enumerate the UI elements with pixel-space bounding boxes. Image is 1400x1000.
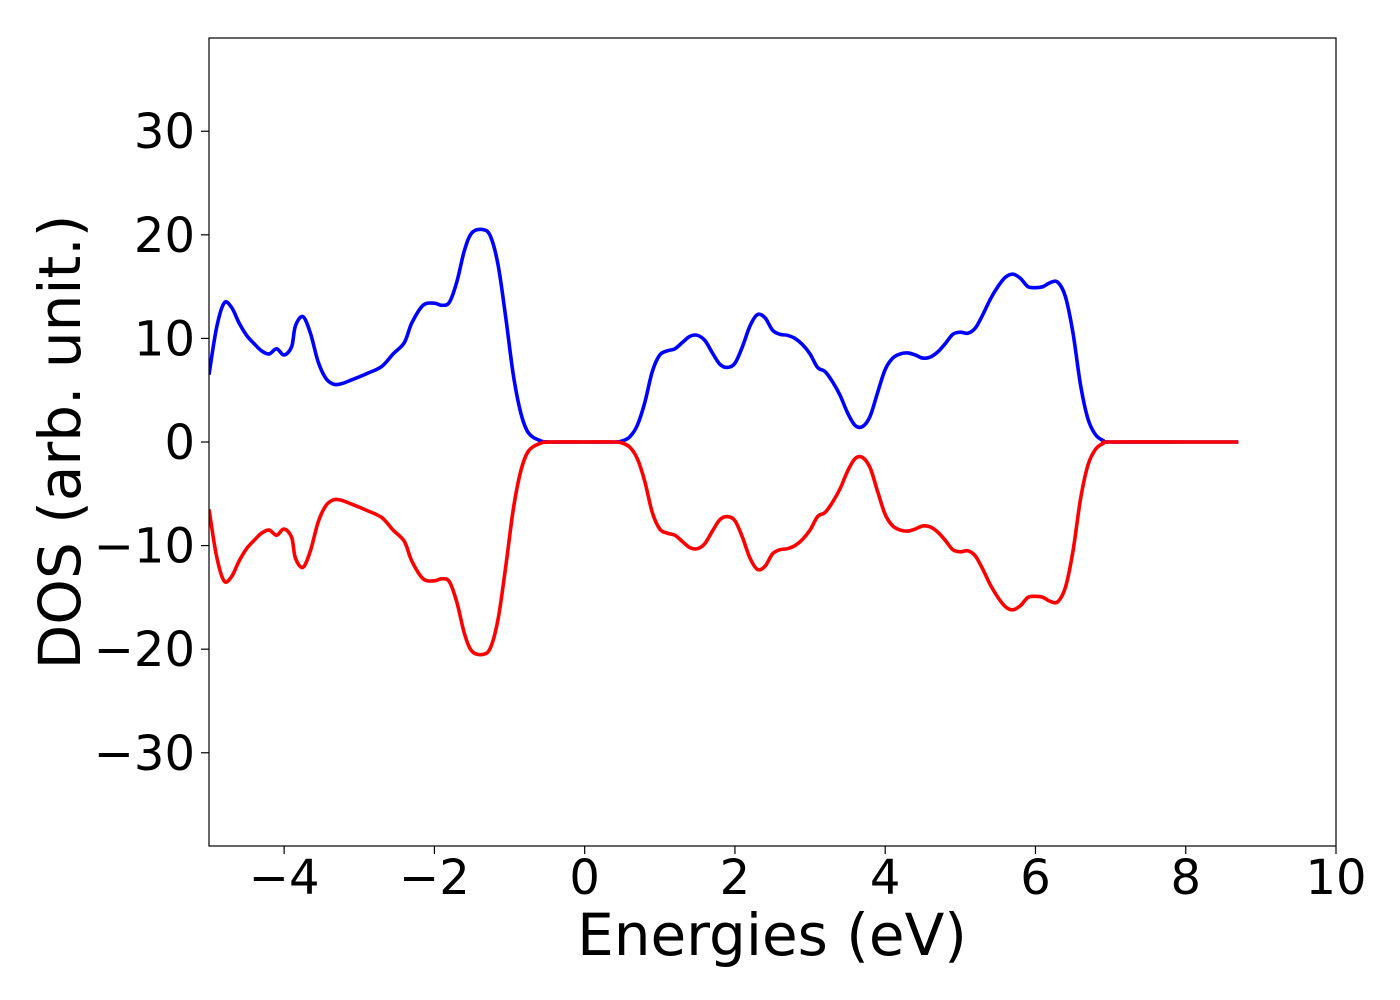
y-tick-label: −20 — [94, 622, 195, 678]
y-tick-label: 0 — [164, 415, 195, 471]
y-tick-label: 10 — [134, 311, 195, 367]
y-tick-label: 20 — [134, 208, 195, 264]
x-axis-ticks: −4 −2 0 2 4 6 8 10 — [249, 846, 1367, 906]
plot-frame — [208, 37, 1337, 847]
y-tick-label: −10 — [94, 519, 195, 575]
dos-series-positive — [209, 227, 1239, 444]
y-tick-label: 30 — [134, 104, 195, 160]
y-axis-title: DOS (arb. unit.) — [26, 215, 94, 670]
x-tick-label: −2 — [399, 850, 470, 906]
y-axis-ticks: −30 −20 −10 0 10 20 30 — [94, 104, 209, 782]
y-tick-label: −30 — [94, 726, 195, 782]
x-tick-label: 8 — [1170, 850, 1201, 906]
x-tick-label: 0 — [569, 850, 600, 906]
x-tick-label: 6 — [1020, 850, 1051, 906]
series-layer — [209, 227, 1239, 657]
dos-series-negative — [209, 440, 1239, 657]
x-tick-label: 10 — [1305, 850, 1366, 906]
x-axis-title: Energies (eV) — [577, 901, 967, 969]
x-tick-label: 2 — [720, 850, 751, 906]
x-tick-label: 4 — [870, 850, 901, 906]
x-tick-label: −4 — [249, 850, 320, 906]
